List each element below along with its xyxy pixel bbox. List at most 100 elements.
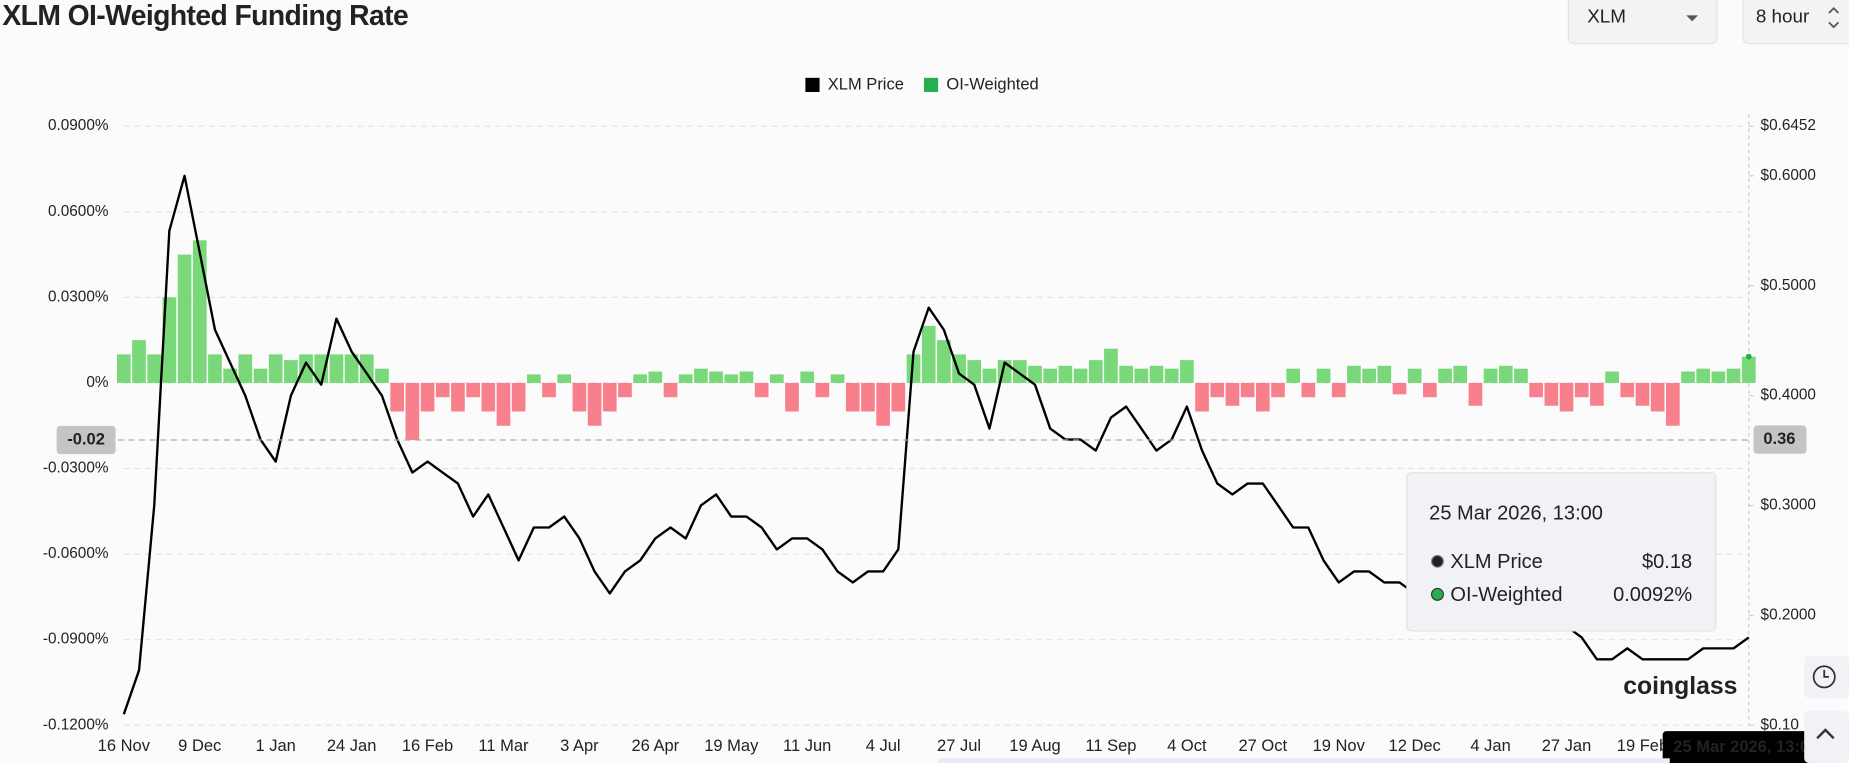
funding-bar bbox=[739, 371, 754, 383]
funding-bar bbox=[967, 360, 982, 383]
y2-tick-label: $0.5000 bbox=[1761, 277, 1816, 294]
scrollbar bbox=[938, 758, 1670, 763]
funding-bar bbox=[1574, 382, 1589, 398]
funding-bar bbox=[162, 297, 177, 383]
funding-bar bbox=[557, 374, 572, 383]
crosshair-y-label: -0.02 bbox=[67, 430, 105, 448]
funding-bar bbox=[1104, 348, 1118, 383]
crosshair-dot bbox=[1745, 353, 1752, 360]
funding-bar bbox=[420, 382, 435, 412]
funding-bar bbox=[466, 382, 480, 398]
x-tick-label: 11 Jun bbox=[783, 737, 831, 755]
y2-tick-label: $0.2000 bbox=[1761, 606, 1816, 623]
y-tick-label: 0.0300% bbox=[48, 288, 109, 305]
side-buttons[interactable] bbox=[1804, 655, 1849, 763]
funding-bar bbox=[1498, 365, 1513, 383]
funding-bar bbox=[1696, 368, 1711, 383]
funding-bar bbox=[1392, 382, 1407, 395]
funding-bar bbox=[1741, 356, 1756, 383]
scroll-top-button[interactable] bbox=[1804, 711, 1849, 763]
x-tick-label: 26 Apr bbox=[631, 737, 679, 755]
funding-bar bbox=[1605, 371, 1619, 383]
tooltip-dot bbox=[1430, 587, 1444, 601]
legend-swatch bbox=[923, 77, 939, 92]
funding-bar bbox=[785, 382, 799, 412]
funding-bar bbox=[253, 368, 268, 383]
funding-bar bbox=[982, 368, 997, 383]
funding-bar bbox=[845, 382, 860, 412]
x-tick-label: 4 Jul bbox=[866, 737, 901, 755]
funding-bar bbox=[1423, 382, 1437, 398]
crosshair-y-box bbox=[56, 425, 116, 455]
funding-bar bbox=[648, 371, 663, 383]
x-tick-label: 19 Nov bbox=[1313, 737, 1366, 755]
funding-bar bbox=[891, 382, 906, 412]
funding-bar bbox=[1590, 382, 1604, 406]
funding-bar bbox=[132, 340, 146, 383]
funding-bar bbox=[602, 382, 617, 412]
y2-tick-label: $0.6452 bbox=[1761, 117, 1816, 134]
y-tick-label: 0.0600% bbox=[48, 203, 109, 220]
chart-title: XLM OI-Weighted Funding Rate bbox=[2, 0, 408, 31]
x-tick-label: 27 Jul bbox=[937, 737, 981, 755]
funding-bar bbox=[314, 354, 329, 383]
funding-bar bbox=[284, 360, 298, 383]
legend-swatch bbox=[805, 77, 820, 92]
funding-bar bbox=[177, 254, 192, 383]
select-text[interactable]: XLM bbox=[1587, 6, 1626, 27]
funding-bar bbox=[1331, 382, 1346, 398]
funding-bar bbox=[1195, 382, 1209, 412]
funding-bar bbox=[375, 368, 389, 383]
funding-bar bbox=[1180, 360, 1194, 383]
tooltip-name: OI-Weighted bbox=[1450, 584, 1562, 606]
select-box[interactable] bbox=[1567, 0, 1718, 45]
y-tick-label: 0% bbox=[86, 374, 109, 391]
funding-bar bbox=[496, 382, 511, 426]
select-text[interactable]: 8 hour bbox=[1756, 6, 1809, 27]
funding-bar bbox=[208, 354, 222, 383]
legend-label: OI-Weighted bbox=[946, 75, 1038, 93]
funding-bar bbox=[1286, 368, 1301, 383]
plot: 0.0900% 0.0600% 0.0300% 0% -0.0300% -0.0600% -… bbox=[43, 75, 1822, 763]
funding-bar bbox=[1377, 365, 1392, 383]
funding-bar bbox=[876, 382, 890, 426]
funding-bar bbox=[830, 374, 845, 383]
funding-bar bbox=[1544, 382, 1559, 406]
funding-bar bbox=[1119, 365, 1133, 383]
crosshair-y2-label: 0.36 bbox=[1763, 430, 1795, 448]
x-tick-label: 19 May bbox=[704, 737, 759, 755]
funding-bar bbox=[1666, 382, 1680, 426]
select-box[interactable] bbox=[1742, 0, 1849, 45]
y-tick-label: -0.1200% bbox=[43, 716, 109, 733]
funding-bar bbox=[618, 382, 632, 398]
funding-bar bbox=[815, 382, 830, 398]
y-tick-label: 0.0900% bbox=[48, 117, 109, 134]
funding-bar bbox=[1529, 382, 1543, 398]
tooltip-date: 25 Mar 2026, 13:00 bbox=[1429, 502, 1603, 524]
funding-bar bbox=[238, 354, 253, 383]
funding-bar bbox=[1149, 365, 1164, 383]
funding-bar bbox=[1559, 382, 1574, 412]
funding-bar bbox=[709, 371, 723, 383]
funding-bar bbox=[1316, 368, 1331, 383]
funding-bar bbox=[116, 354, 131, 383]
funding-bar bbox=[663, 382, 678, 398]
funding-bar bbox=[1043, 368, 1058, 383]
funding-bar bbox=[1210, 382, 1225, 398]
funding-bar bbox=[147, 354, 162, 383]
clock-hands bbox=[1823, 669, 1829, 678]
funding-bar bbox=[268, 354, 283, 383]
interval-select[interactable]: 8 hour bbox=[1742, 0, 1849, 45]
x-tick-label: 4 Oct bbox=[1167, 737, 1207, 755]
funding-bar bbox=[405, 382, 420, 440]
funding-bar bbox=[1164, 368, 1179, 383]
symbol-select[interactable]: XLM bbox=[1567, 0, 1718, 45]
funding-bar bbox=[1514, 368, 1528, 383]
funding-bar bbox=[1711, 371, 1726, 383]
x-tick-label: 19 Feb bbox=[1617, 737, 1668, 755]
funding-bar bbox=[1453, 365, 1468, 383]
funding-bar bbox=[344, 354, 359, 383]
y-tick-label: -0.0600% bbox=[43, 545, 109, 562]
x-tick-label: 16 Nov bbox=[98, 737, 151, 755]
